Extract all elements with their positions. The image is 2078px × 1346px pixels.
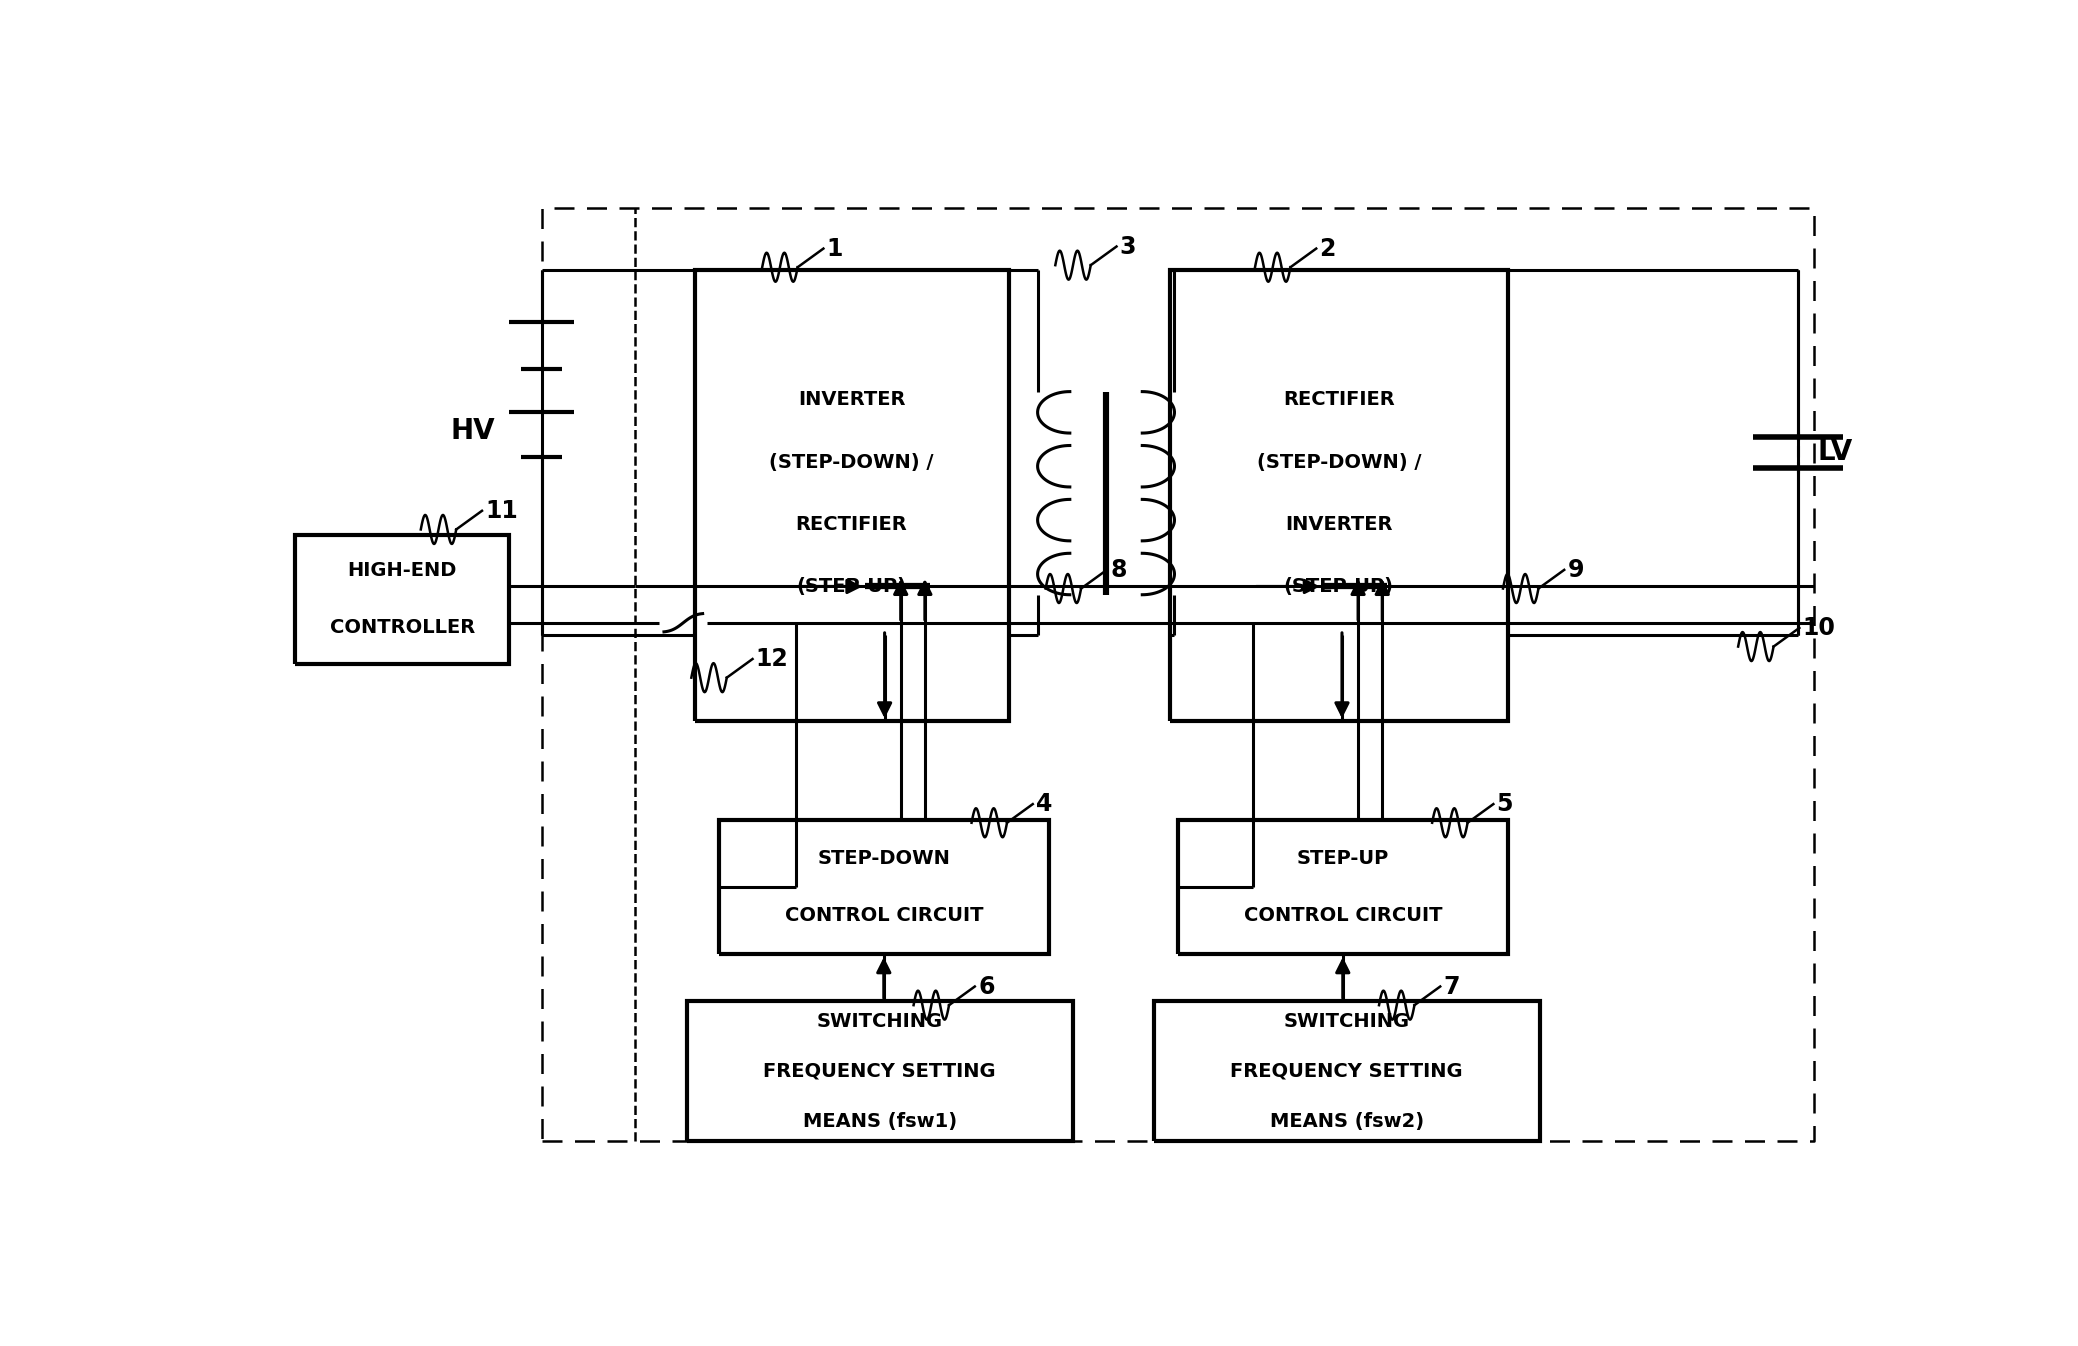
Text: HIGH-END: HIGH-END (347, 561, 457, 580)
Text: RECTIFIER: RECTIFIER (796, 514, 908, 534)
Text: SWITCHING: SWITCHING (1284, 1012, 1409, 1031)
Text: 3: 3 (1120, 234, 1137, 258)
Text: (STEP-DOWN) /: (STEP-DOWN) / (769, 452, 933, 471)
Text: STEP-DOWN: STEP-DOWN (817, 849, 950, 868)
Text: INVERTER: INVERTER (798, 390, 906, 409)
Text: HV: HV (451, 417, 495, 446)
Text: 5: 5 (1496, 791, 1513, 816)
Text: 11: 11 (486, 499, 517, 522)
Text: STEP-UP: STEP-UP (1297, 849, 1388, 868)
Text: 1: 1 (827, 237, 844, 261)
Text: 4: 4 (1037, 791, 1051, 816)
Text: INVERTER: INVERTER (1284, 514, 1392, 534)
Text: SWITCHING: SWITCHING (817, 1012, 943, 1031)
Text: 10: 10 (1802, 616, 1835, 639)
Text: CONTROL CIRCUIT: CONTROL CIRCUIT (785, 906, 983, 925)
Text: MEANS (fsw1): MEANS (fsw1) (802, 1112, 956, 1131)
Text: (STEP-UP): (STEP-UP) (1284, 577, 1394, 596)
Text: CONTROLLER: CONTROLLER (330, 618, 476, 637)
Text: 7: 7 (1444, 975, 1461, 999)
Text: 2: 2 (1320, 237, 1336, 261)
Text: 6: 6 (979, 975, 995, 999)
Text: FREQUENCY SETTING: FREQUENCY SETTING (763, 1062, 995, 1081)
Text: MEANS (fsw2): MEANS (fsw2) (1270, 1112, 1423, 1131)
Text: CONTROL CIRCUIT: CONTROL CIRCUIT (1243, 906, 1442, 925)
Text: LV: LV (1816, 437, 1851, 466)
Text: (STEP-DOWN) /: (STEP-DOWN) / (1257, 452, 1421, 471)
Text: 12: 12 (756, 647, 788, 672)
Text: 8: 8 (1110, 557, 1126, 581)
Text: FREQUENCY SETTING: FREQUENCY SETTING (1230, 1062, 1463, 1081)
Text: 9: 9 (1567, 557, 1583, 581)
Text: RECTIFIER: RECTIFIER (1282, 390, 1394, 409)
Text: (STEP-UP): (STEP-UP) (796, 577, 906, 596)
